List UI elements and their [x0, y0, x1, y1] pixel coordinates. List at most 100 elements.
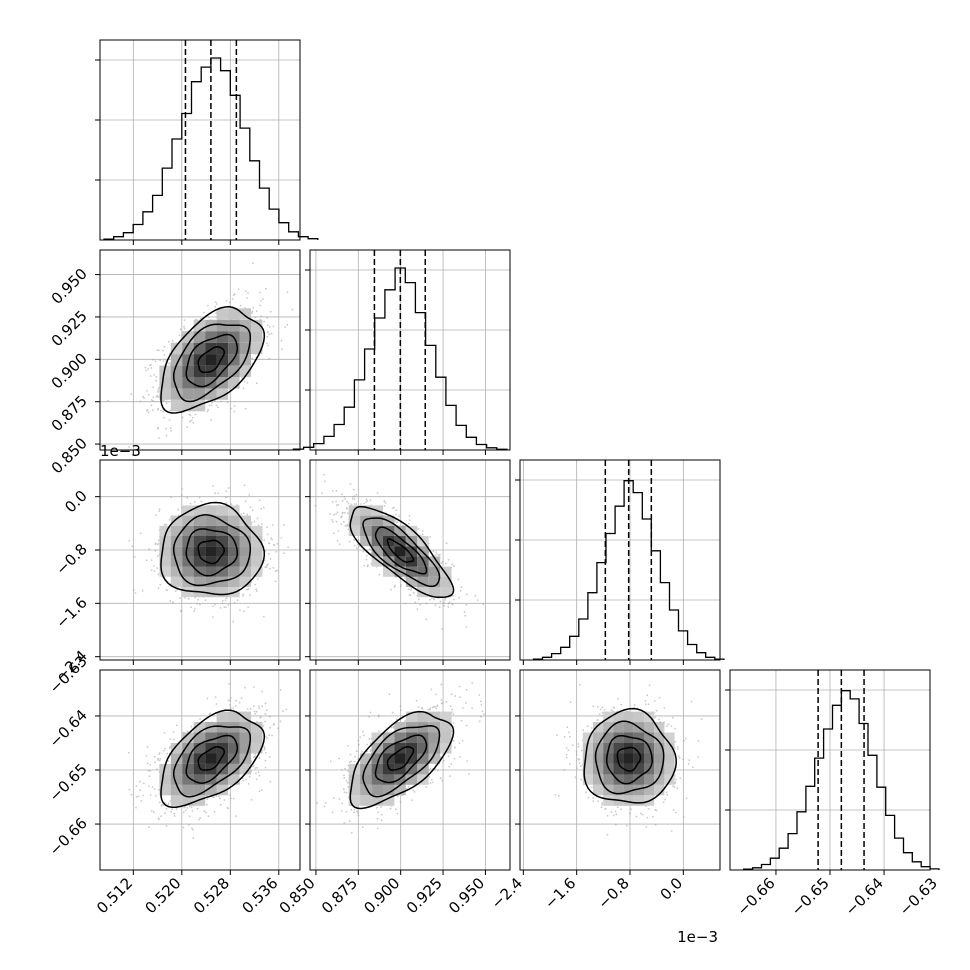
hist-panel-0 [95, 39, 319, 245]
density-cell [205, 753, 217, 764]
x-tick-label: 0.0 [657, 874, 687, 904]
contour-line [594, 720, 665, 795]
density-cell [633, 711, 644, 723]
density-cell [348, 795, 361, 806]
density-cell [428, 566, 441, 577]
density-cell [159, 377, 171, 389]
density-cell [251, 525, 263, 536]
density-cell [405, 753, 418, 764]
density-cell [239, 546, 251, 557]
density-cell [193, 556, 206, 567]
y-tick-label: −0.64 [46, 706, 91, 751]
density-cell [440, 743, 452, 754]
density-cell [205, 556, 217, 567]
x-tick-label: 0.950 [445, 874, 488, 917]
density-cell [182, 795, 194, 806]
density-cell [239, 743, 251, 754]
density-cell [371, 795, 383, 806]
y-tick-label: −0.65 [46, 760, 91, 805]
density-cell [405, 774, 418, 785]
density-cell [228, 763, 240, 775]
density-cell [360, 763, 372, 775]
density-cell [360, 505, 372, 516]
density-cell [239, 732, 251, 743]
y-tick-label: 0.950 [48, 265, 91, 308]
density-cell [205, 566, 217, 577]
density-cell [216, 331, 229, 343]
density-cell [182, 399, 194, 412]
density-cell [654, 784, 665, 796]
density-cell [633, 743, 644, 754]
density-cell [440, 722, 452, 733]
density-cell [394, 774, 406, 785]
density-cell [644, 753, 655, 764]
contour-line [362, 517, 441, 588]
density-cell [170, 515, 183, 526]
density-cell [159, 784, 171, 796]
density-cell [193, 576, 206, 587]
density-cell [383, 732, 395, 743]
contour-line [172, 514, 252, 587]
y-tick-label: 0.0 [61, 487, 91, 517]
x-tick-label: 0.875 [318, 874, 361, 917]
y-tick-label: 0.925 [48, 307, 91, 350]
density-cell [228, 515, 240, 526]
corner-panels [95, 39, 940, 875]
x-tick-label: 0.528 [190, 874, 233, 917]
density-cell [239, 342, 251, 355]
density-cell [193, 319, 206, 332]
density-cell [170, 753, 183, 764]
density-cell [193, 505, 206, 516]
density-cell [216, 388, 229, 400]
density-cell [371, 774, 383, 785]
contour-line [374, 526, 428, 575]
density-cell [205, 354, 217, 366]
density-cell [216, 556, 229, 567]
density-cell [205, 587, 217, 598]
contour-line [160, 306, 266, 414]
contour-line [197, 539, 225, 565]
density-cell [228, 342, 240, 355]
density-cell [654, 732, 665, 743]
density-cell [360, 536, 372, 547]
density-cell [193, 566, 206, 577]
density-cell [664, 732, 675, 743]
density-cell [440, 566, 452, 577]
x-axis-offset-label: 1e−3 [677, 928, 718, 946]
density-cell [193, 784, 206, 796]
density-cell [159, 388, 171, 400]
contour-line [605, 734, 653, 785]
density-cell [251, 546, 263, 557]
density-cell [405, 566, 418, 577]
density-cell [644, 722, 655, 733]
density-cell [170, 388, 183, 400]
density-cell [228, 525, 240, 536]
density-cell [182, 365, 194, 377]
density-cell [193, 342, 206, 355]
density-cell [603, 795, 614, 806]
density-cell [582, 753, 593, 764]
density-cell [360, 795, 372, 806]
density-cell [216, 732, 229, 743]
density-cell [394, 536, 406, 547]
density-cell [593, 774, 604, 785]
hist-panel-2 [515, 459, 725, 665]
density-cell [228, 743, 240, 754]
density-cell [360, 515, 372, 526]
density-cell [428, 743, 441, 754]
density-cell [440, 576, 452, 587]
density-cell [205, 505, 217, 516]
density-cell [239, 722, 251, 733]
density-cell [582, 743, 593, 754]
density-cell [251, 556, 263, 567]
density-cell [193, 722, 206, 733]
density-cell [251, 743, 263, 754]
contour-line [185, 734, 239, 784]
density-cell [182, 515, 194, 526]
density-cell [170, 576, 183, 587]
density-cell [623, 711, 634, 723]
density-cell [251, 536, 263, 547]
contour-line [185, 528, 239, 577]
density-cell [623, 722, 634, 733]
density-cell [193, 331, 206, 343]
